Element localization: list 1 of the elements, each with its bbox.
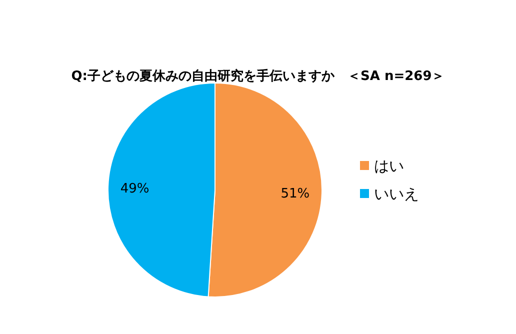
title: Q:子どもの夏休みの自由研究を手伝いますか ＜SA n=269＞ — [71, 69, 445, 84]
